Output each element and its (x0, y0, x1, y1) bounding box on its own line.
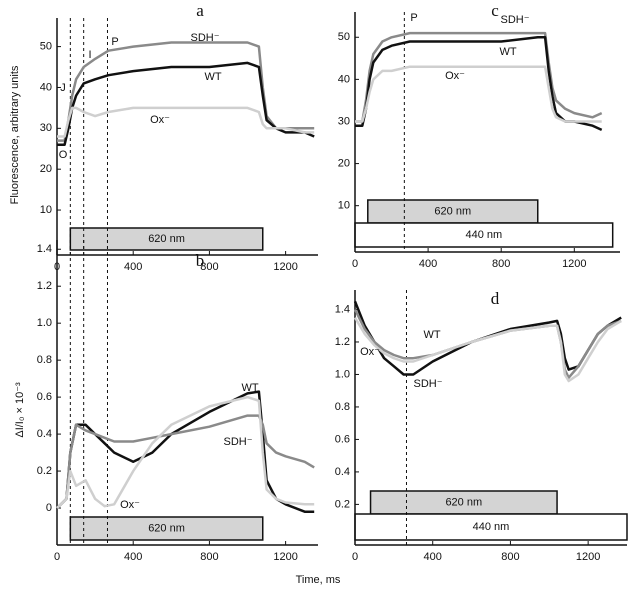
y-tick-label: 0.6 (37, 391, 52, 403)
y-tick-label: 1.2 (37, 280, 52, 292)
x-tick-label: 1200 (273, 261, 297, 273)
light-bar (354, 222, 614, 248)
x-tick-label: 800 (200, 261, 218, 273)
phase-label: O (59, 149, 68, 161)
series-label: SDH⁻ (190, 32, 219, 44)
series-label: WT (423, 329, 440, 341)
x-tick-label: 0 (352, 551, 358, 563)
y-tick-label: 0.8 (335, 401, 350, 413)
panel-title: d (491, 289, 500, 308)
y-tick-label: 40 (338, 73, 350, 85)
series-line (56, 395, 315, 509)
y-axis-label: ΔI/I₀ × 10⁻³ (14, 382, 26, 438)
series-line (57, 41, 315, 142)
x-tick-label: 0 (352, 258, 358, 270)
light-bar-label: 620 nm (148, 522, 185, 534)
series-label: SDH⁻ (223, 436, 252, 448)
y-tick-label: 0.8 (37, 354, 52, 366)
series-label: WT (499, 46, 516, 58)
phase-label: I (88, 49, 91, 61)
y-tick-label: 0 (46, 502, 52, 514)
y-tick-label: 10 (40, 204, 52, 216)
series-label: Ox⁻ (360, 346, 380, 358)
x-axis-label: Time, ms (296, 574, 341, 586)
series-label: Ox⁻ (150, 114, 170, 126)
x-tick-label: 400 (124, 551, 142, 563)
panel-title: c (491, 1, 499, 20)
light-bar-label: 440 nm (465, 229, 502, 241)
x-tick-label: 400 (124, 261, 142, 273)
y-tick-label: 40 (40, 81, 52, 93)
y-tick-label: 50 (338, 31, 350, 43)
series-label: Ox⁻ (120, 499, 140, 511)
y-tick-label: 0.2 (335, 498, 350, 510)
x-tick-label: 1200 (273, 551, 297, 563)
y-tick-label: 10 (338, 200, 350, 212)
light-bar-label: 620 nm (445, 496, 482, 508)
y-tick-label: 50 (40, 41, 52, 53)
panel-title: a (196, 1, 204, 20)
x-tick-label: 0 (54, 551, 60, 563)
y-tick-label: 20 (40, 163, 52, 175)
phase-label: P (410, 12, 417, 24)
series-line (355, 31, 603, 123)
series-line (355, 65, 602, 123)
light-bar-label: 620 nm (434, 205, 471, 217)
y-tick-label: 1.0 (335, 368, 350, 380)
y-tick-label: 30 (338, 115, 350, 127)
series-label: SDH⁻ (500, 14, 529, 26)
y-tick-label: 1.4 (37, 243, 52, 255)
light-bar (69, 227, 264, 251)
series-line (56, 414, 315, 509)
x-tick-label: 800 (200, 551, 218, 563)
series-label: WT (241, 382, 258, 394)
light-bar-label: 620 nm (148, 233, 185, 245)
series-line (57, 61, 315, 146)
y-tick-label: 1.2 (335, 336, 350, 348)
series-line (353, 316, 622, 383)
x-tick-label: 800 (501, 551, 519, 563)
series-line (57, 106, 315, 138)
y-tick-label: 0.6 (335, 433, 350, 445)
phase-label: J (60, 82, 66, 94)
light-bar-label: 440 nm (473, 521, 510, 533)
series-label: SDH⁻ (413, 378, 442, 390)
y-tick-label: 1.0 (37, 317, 52, 329)
y-tick-label: 0.4 (37, 428, 52, 440)
x-tick-label: 800 (492, 258, 510, 270)
phase-label: P (111, 36, 118, 48)
y-tick-label: 0.2 (37, 465, 52, 477)
y-tick-label: 0.4 (335, 466, 350, 478)
x-tick-label: 400 (419, 258, 437, 270)
y-tick-label: 20 (338, 157, 350, 169)
series-label: Ox⁻ (445, 70, 465, 82)
x-tick-label: 400 (424, 551, 442, 563)
series-line (355, 36, 603, 132)
x-tick-label: 1200 (562, 258, 586, 270)
panel-title: b (196, 251, 205, 270)
y-tick-label: 1.4 (335, 303, 350, 315)
series-label: WT (204, 71, 221, 83)
y-tick-label: 30 (40, 122, 52, 134)
x-tick-label: 1200 (576, 551, 600, 563)
y-axis-label: Fluorescence, arbitrary units (9, 65, 21, 204)
